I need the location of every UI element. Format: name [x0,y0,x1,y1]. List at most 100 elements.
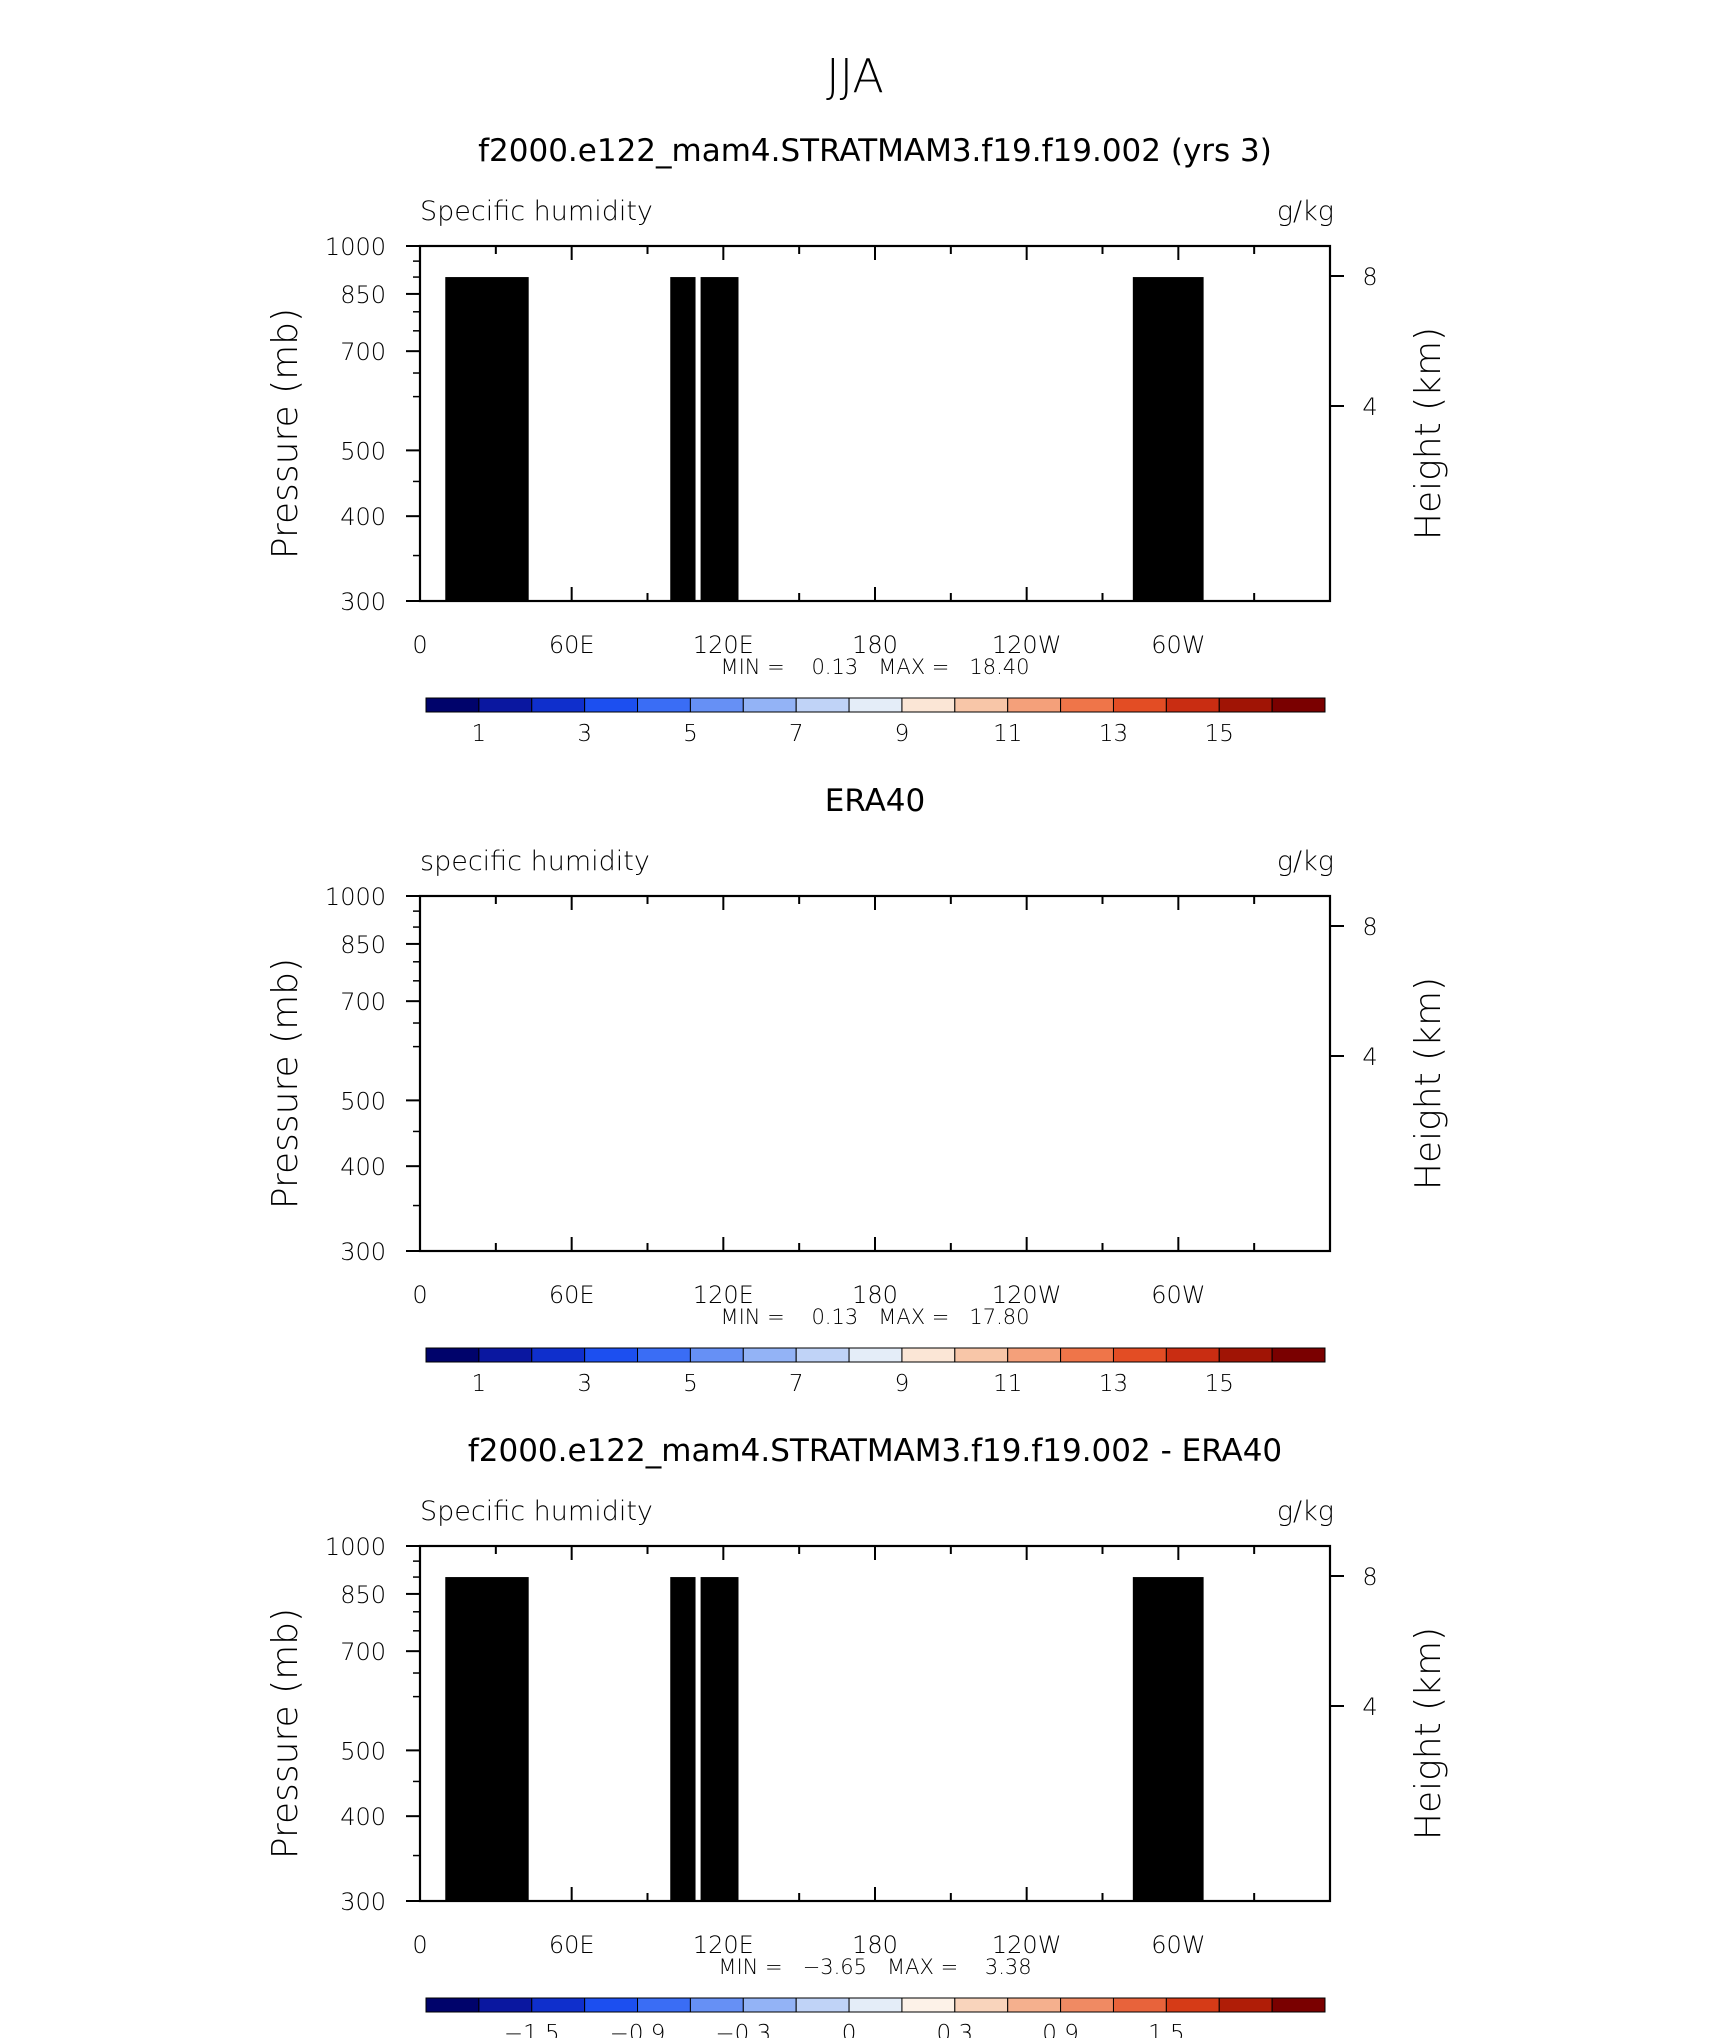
colorbar-swatch [637,1347,691,1363]
colorbar-label: 0.9 [1042,2021,1079,2038]
x-tick-label: 120W [992,1281,1062,1309]
colorbar-swatch [1271,1347,1326,1363]
figure-title: JJA [826,49,884,103]
y-right-tick-label: 8 [1362,1563,1377,1591]
colorbar-swatch [954,1997,1009,2013]
colorbar-label: 3 [577,721,592,747]
colorbar-label: −0.3 [715,2021,771,2038]
y-tick-label: 500 [340,1737,386,1765]
y-tick-label: 300 [340,588,386,616]
x-tick-label: 60W [1151,1931,1205,1959]
colorbar-swatch [584,697,639,713]
y-tick-label: 300 [340,1238,386,1266]
colorbar-swatch [1007,1997,1062,2013]
colorbar-label: 7 [789,1371,804,1397]
colorbar: −1.5 −0.9 −0.3 0 0.3 0.9 1.5 [425,1997,1326,2038]
colorbar-label: −0.9 [610,2021,666,2038]
colorbar-swatch [478,1347,533,1363]
y-tick-label: 400 [340,1803,386,1831]
y-tick-label: 850 [340,281,386,309]
min-max-stats: MIN = 0.13 MAX = 18.40 [720,655,1029,679]
colorbar-label: 9 [895,721,910,747]
x-tick-label: 0 [412,1931,427,1959]
colorbar-swatch [1165,1347,1220,1363]
colorbar-label: 1 [472,1371,487,1397]
colorbar-swatch [531,697,586,713]
colorbar-swatch [954,697,1009,713]
colorbar-label: 3 [577,1371,592,1397]
panel-1: f2000.e122_mam4.STRATMAM3.f19.f19.002 (y… [265,133,1449,747]
colorbar-swatch [637,697,691,713]
colorbar-label: 1 [472,721,487,747]
x-tick-label: 60E [549,631,595,659]
panel-left-label: specific humidity [420,846,650,877]
x-tick-label: 180 [852,1931,898,1959]
colorbar-swatch [689,697,744,713]
colorbar-swatch [689,1347,744,1363]
colorbar-swatch [425,697,480,713]
colorbar-swatch [848,1347,903,1363]
panel-right-label: g/kg [1277,196,1334,227]
y-tick-label: 700 [340,1638,386,1666]
colorbar-swatch [742,697,797,713]
y-axis-title: Pressure (mb) [265,308,306,559]
y-tick-label: 850 [340,1581,386,1609]
y-tick-label: 1000 [325,1533,386,1561]
y-tick-label: 1000 [325,233,386,261]
colorbar-swatch [425,1997,480,2013]
colorbar-label: 5 [683,721,698,747]
x-tick-label: 60W [1151,1281,1205,1309]
colorbar-swatch [425,1347,480,1363]
colorbar-label: 7 [789,721,804,747]
colorbar-swatch [1271,697,1326,713]
topography-mask [445,277,1204,601]
min-max-stats: MIN = 0.13 MAX = 17.80 [720,1305,1029,1329]
panel-title: ERA40 [825,783,926,819]
colorbar-swatch [901,1997,956,2013]
colorbar-swatch [848,1997,903,2013]
x-axis: 0 60E 120E 180 120W 60W [412,1546,1331,1959]
colorbar-swatch [1060,1997,1114,2013]
colorbar-swatch [901,1347,956,1363]
colorbar-swatch [478,1997,533,2013]
colorbar-label: 5 [683,1371,698,1397]
x-tick-label: 0 [412,1281,427,1309]
panel-right-label: g/kg [1277,1496,1334,1527]
colorbar-swatch [637,1997,691,2013]
y-right-tick-label: 4 [1362,393,1377,421]
colorbar-label: 11 [993,721,1022,747]
panel-title: f2000.e122_mam4.STRATMAM3.f19.f19.002 - … [468,1433,1282,1469]
y-tick-label: 700 [340,988,386,1016]
y-tick-label: 700 [340,338,386,366]
panel-3: f2000.e122_mam4.STRATMAM3.f19.f19.002 - … [265,1433,1449,2038]
x-tick-label: 180 [852,631,898,659]
x-tick-label: 120E [693,1931,754,1959]
y-axis-title: Pressure (mb) [265,1608,306,1859]
colorbar-swatch [689,1997,744,2013]
y-right-axis-title: Height (km) [1408,1627,1449,1840]
colorbar-label: −1.5 [504,2021,560,2038]
y-right-tick-label: 4 [1362,1693,1377,1721]
panel-title: f2000.e122_mam4.STRATMAM3.f19.f19.002 (y… [478,133,1272,169]
colorbar-swatch [531,1997,586,2013]
colorbar-label: 11 [993,1371,1022,1397]
x-tick-label: 60E [549,1281,595,1309]
colorbar-swatch [531,1347,586,1363]
y-tick-label: 850 [340,931,386,959]
x-tick-label: 120W [992,631,1062,659]
colorbar-swatch [795,697,850,713]
x-tick-label: 60W [1151,631,1205,659]
colorbar-swatch [478,697,533,713]
x-tick-label: 120E [693,1281,754,1309]
y-axis: 300 400 500 700 850 1000 Pressure (mb) [265,233,420,616]
colorbar-swatch [1007,697,1062,713]
x-tick-label: 120W [992,1931,1062,1959]
colorbar-swatch [848,697,903,713]
colorbar-swatch [584,1997,639,2013]
colorbar-label: 13 [1099,1371,1128,1397]
colorbar-label: 13 [1099,721,1128,747]
y-right-axis-title: Height (km) [1408,327,1449,540]
colorbar-label: 0 [842,2021,857,2038]
colorbar-swatch [742,1997,797,2013]
y-axis-right: 8 4 Height (km) [1330,1563,1449,1840]
